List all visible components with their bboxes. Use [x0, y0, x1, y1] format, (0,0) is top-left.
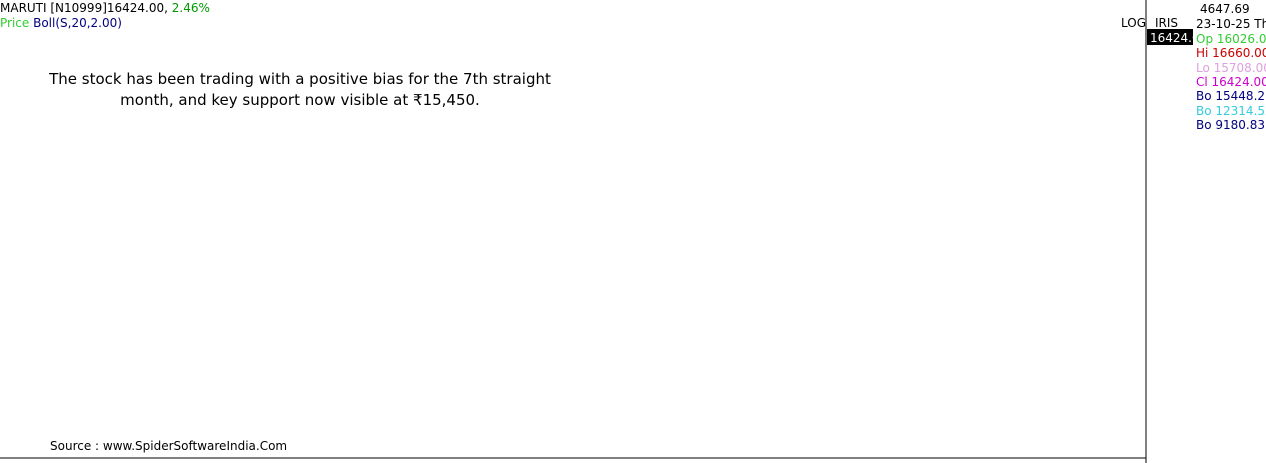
readout-bo-4: Bo 15448.21: [1196, 89, 1266, 103]
symbol-line: MARUTI [N10999]16424.00,: [0, 1, 168, 15]
readout-value: 15708.00: [1213, 60, 1266, 75]
readout-label: Bo: [1196, 103, 1216, 118]
current-price-label: 16424.0: [1150, 31, 1200, 45]
readout-label: Bo: [1196, 117, 1216, 132]
readout-value: 16424.00: [1211, 74, 1266, 89]
readout-op-0: Op 16026.00: [1196, 32, 1266, 46]
source-credit: Source : www.SpiderSoftwareIndia.Com: [50, 439, 288, 453]
readout-value: 15448.21: [1215, 89, 1266, 104]
header-indicator: Price Boll(S,20,2.00): [0, 16, 122, 30]
indicator-settings: Boll(S,20,2.00): [33, 16, 122, 30]
header-symbol: MARUTI [N10999]16424.00, 2.46%: [0, 1, 210, 15]
readout-bo-5: Bo 12314.52: [1196, 104, 1266, 118]
annotation-line-2: month, and key support now visible at ₹1…: [120, 91, 480, 109]
readout-label: Cl: [1196, 74, 1212, 89]
indicator-label: Price: [0, 16, 30, 30]
date-readout: 23-10-25 Th: [1196, 17, 1266, 31]
readout-hi-1: Hi 16660.00: [1196, 46, 1266, 60]
readout-cl-3: Cl 16424.00: [1196, 75, 1266, 89]
readout-label: Hi: [1196, 46, 1213, 61]
annotation-line-1: The stock has been trading with a positi…: [49, 70, 551, 88]
readout-value: 9180.83: [1215, 117, 1266, 132]
readout-label: Lo: [1196, 60, 1214, 75]
readout-lo-2: Lo 15708.00: [1196, 61, 1266, 75]
top-value: 4647.69: [1200, 2, 1250, 16]
readout-value: 16026.00: [1216, 32, 1266, 46]
change-percent: 2.46%: [171, 1, 210, 15]
readout-label: Bo: [1196, 89, 1216, 104]
log-toggle[interactable]: LOG: [1121, 16, 1147, 30]
readout-bo-6: Bo 9180.83: [1196, 118, 1265, 132]
readout-value: 16660.00: [1212, 46, 1266, 61]
iris-label[interactable]: IRIS: [1155, 16, 1179, 30]
readout-label: Op: [1196, 32, 1217, 46]
current-price-box: [1147, 29, 1193, 45]
readout-value: 12314.52: [1215, 103, 1266, 118]
